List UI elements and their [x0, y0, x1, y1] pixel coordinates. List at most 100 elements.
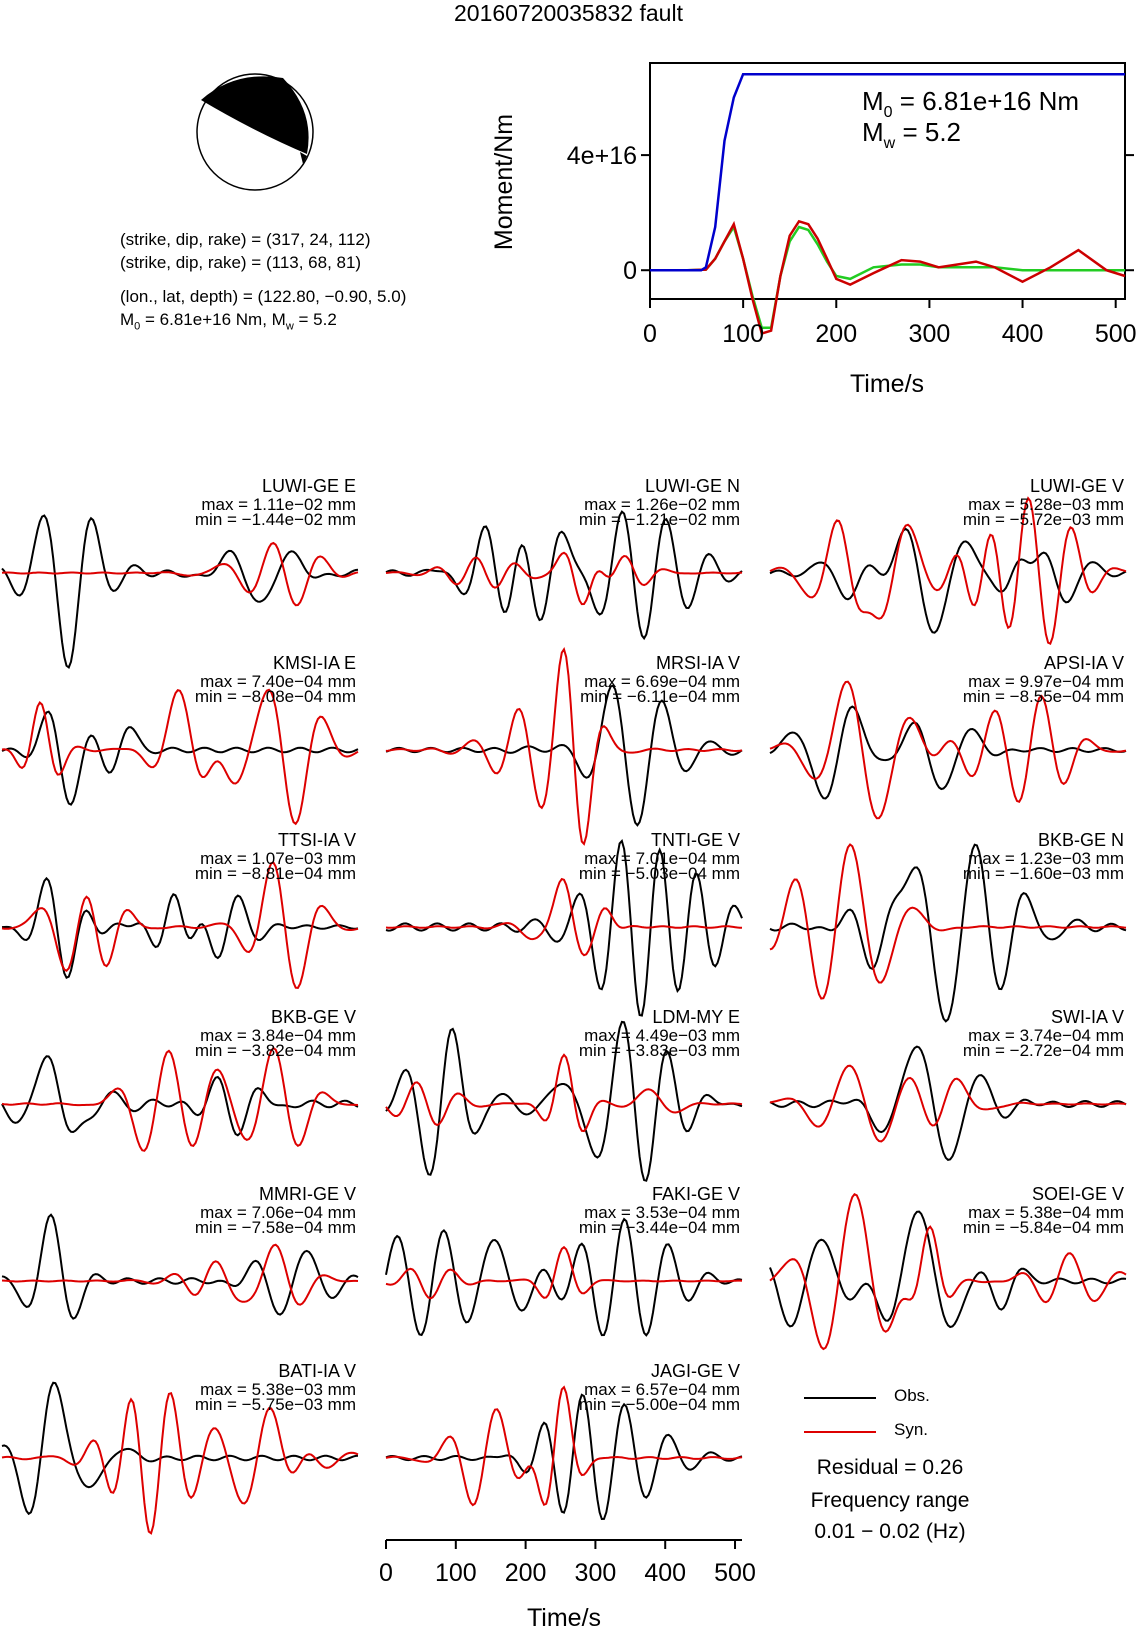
station-max: max = 7.01e−04 mm — [584, 849, 740, 868]
station-min: min = −2.72e−04 mm — [963, 1041, 1124, 1060]
trace-xtick-label: 0 — [379, 1559, 393, 1587]
m0-subscript: 0 — [884, 104, 893, 121]
station-max: max = 3.53e−04 mm — [584, 1203, 740, 1222]
synthetic-trace — [385, 877, 743, 957]
station-max: max = 7.40e−04 mm — [200, 672, 356, 691]
station-name: BKB-GE N — [1038, 830, 1124, 850]
station-name: JAGI-GE V — [651, 1361, 740, 1381]
trace-xtick-label: 100 — [435, 1559, 477, 1587]
legend-obs-label: Obs. — [894, 1386, 930, 1405]
synthetic-trace — [385, 1245, 743, 1300]
moment-xtick-label: 200 — [815, 320, 857, 348]
mw-value: = 5.2 — [895, 117, 961, 147]
moment-ytick-label: 0 — [623, 257, 637, 285]
synthetic-trace — [769, 496, 1127, 645]
station-max: max = 3.74e−04 mm — [968, 1026, 1124, 1045]
station-max: max = 1.11e−02 mm — [201, 495, 356, 514]
station-min: min = −5.75e−03 mm — [195, 1395, 356, 1414]
moment-value-text: = 6.81e+16 Nm, M — [140, 310, 286, 329]
moment-m-letter: M — [120, 310, 135, 329]
synthetic-trace — [385, 551, 743, 606]
station-max: max = 1.26e−02 mm — [584, 495, 740, 514]
moment-m0-label: M0 = 6.81e+16 Nm — [862, 86, 1079, 121]
station-min: min = −5.00e−04 mm — [579, 1395, 740, 1414]
station-min: min = −6.11e−04 mm — [580, 687, 740, 706]
synthetic-trace — [1, 1243, 359, 1306]
station-min: min = −1.44e−02 mm — [195, 510, 356, 529]
station-max: max = 5.28e−03 mm — [968, 495, 1124, 514]
mw-letter: M — [862, 117, 884, 147]
observed-trace — [385, 510, 743, 641]
source-location: (lon., lat, depth) = (122.80, −0.90, 5.0… — [120, 287, 407, 306]
observed-trace — [385, 1217, 743, 1337]
station-min: min = −1.21e−02 mm — [579, 510, 740, 529]
station-max: max = 7.06e−04 mm — [200, 1203, 356, 1222]
observed-trace — [769, 705, 1127, 800]
station-min: min = −8.81e−04 mm — [195, 864, 356, 883]
station-name: BKB-GE V — [271, 1007, 356, 1027]
station-name: BATI-IA V — [278, 1361, 356, 1381]
magnitude-value-text: = 5.2 — [293, 310, 337, 329]
station-max: max = 1.23e−03 mm — [968, 849, 1124, 868]
synthetic-trace — [1, 541, 359, 607]
nodal-plane-2: (strike, dip, rake) = (113, 68, 81) — [120, 253, 362, 272]
trace-xlabel: Time/s — [527, 1604, 601, 1632]
trace-xtick-label: 200 — [505, 1559, 547, 1587]
observed-trace — [385, 684, 743, 827]
moment-ylabel: Moment/Nm — [490, 114, 518, 250]
station-min: min = −3.44e−04 mm — [579, 1218, 740, 1237]
moment-xtick-label: 100 — [722, 320, 764, 348]
station-name: APSI-IA V — [1044, 653, 1124, 673]
observed-trace — [385, 1393, 743, 1521]
station-min: min = −8.55e−04 mm — [963, 687, 1124, 706]
station-min: min = −1.60e−03 mm — [963, 864, 1124, 883]
station-name: FAKI-GE V — [652, 1184, 740, 1204]
moment-xlabel: Time/s — [850, 370, 924, 398]
station-name: LDM-MY E — [652, 1007, 740, 1027]
station-max: max = 9.97e−04 mm — [968, 672, 1124, 691]
station-max: max = 4.49e−03 mm — [584, 1026, 740, 1045]
synthetic-trace — [385, 1053, 743, 1133]
station-name: MMRI-GE V — [259, 1184, 356, 1204]
moment-series-1 — [650, 219, 1126, 336]
trace-xtick-label: 400 — [644, 1559, 686, 1587]
station-max: max = 5.38e−04 mm — [968, 1203, 1124, 1222]
observed-trace — [1, 1213, 359, 1320]
station-name: SWI-IA V — [1051, 1007, 1124, 1027]
moment-subscript-0: 0 — [134, 320, 141, 333]
synthetic-trace — [385, 646, 743, 846]
trace-xtick-label: 500 — [714, 1559, 756, 1587]
station-name: TTSI-IA V — [278, 830, 356, 850]
station-min: min = −3.83e−03 mm — [579, 1041, 740, 1060]
trace-xtick-label: 300 — [575, 1559, 617, 1587]
residual-label: Residual = 0.26 — [816, 1456, 964, 1479]
moment-xtick-label: 0 — [643, 320, 657, 348]
observed-trace — [1, 1381, 359, 1516]
source-moment-line: M0 = 6.81e+16 Nm, Mw = 5.2 — [120, 310, 337, 336]
synthetic-trace — [385, 1385, 743, 1507]
observed-trace — [769, 527, 1127, 634]
moment-plot-frame — [649, 62, 1126, 300]
m0-value: = 6.81e+16 Nm — [893, 86, 1079, 116]
moment-xtick-label: 500 — [1095, 320, 1137, 348]
station-name: KMSI-IA E — [273, 653, 356, 673]
synthetic-trace — [769, 1193, 1127, 1351]
station-name: LUWI-GE V — [1030, 476, 1124, 496]
observed-trace — [1, 514, 359, 669]
station-min: min = −8.08e−04 mm — [195, 687, 356, 706]
frequency-range-value: 0.01 − 0.02 (Hz) — [814, 1520, 966, 1543]
